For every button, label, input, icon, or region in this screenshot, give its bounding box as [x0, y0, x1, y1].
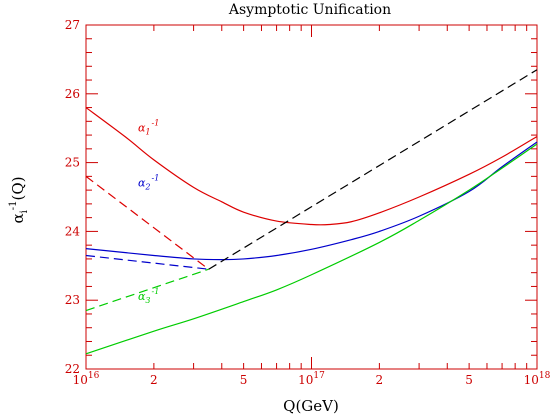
series-line: [85, 175, 210, 270]
x-tick-label: 2: [150, 373, 158, 387]
series-lines: [85, 69, 538, 355]
y-tick-label: 22: [65, 362, 80, 376]
y-tick-label: 27: [65, 18, 80, 32]
series-line: [85, 254, 209, 270]
series-line: [208, 69, 538, 270]
series-line: [85, 141, 538, 261]
x-tick-label: 2: [376, 373, 384, 387]
chart-title: Asymptotic Unification: [228, 2, 391, 18]
y-tick-label: 23: [65, 293, 80, 307]
y-tick-label: 25: [65, 156, 80, 170]
x-tick-label: 5: [240, 373, 248, 387]
x-axis-title: Q(GeV): [283, 397, 339, 415]
x-tick-label: 5: [465, 373, 473, 387]
y-tick-label: 24: [65, 224, 81, 238]
series-label: α2-1: [138, 174, 159, 192]
series-line: [85, 268, 209, 312]
y-axis-title: αi-1(Q): [8, 176, 30, 223]
series-label: α3-1: [138, 287, 159, 305]
x-tick-label: 1018: [524, 371, 551, 387]
series-line: [85, 143, 538, 355]
y-axis-title-text: αi-1(Q): [8, 176, 30, 223]
series-labels: α1-1 α2-1 α3-1: [138, 119, 159, 306]
y-tick-label: 26: [65, 87, 80, 101]
series-line: [85, 107, 538, 226]
x-tick-label: 1017: [298, 371, 325, 387]
series-label: α1-1: [138, 119, 159, 137]
plot-frame: [85, 24, 538, 370]
x-tick-label: 1016: [73, 371, 100, 387]
